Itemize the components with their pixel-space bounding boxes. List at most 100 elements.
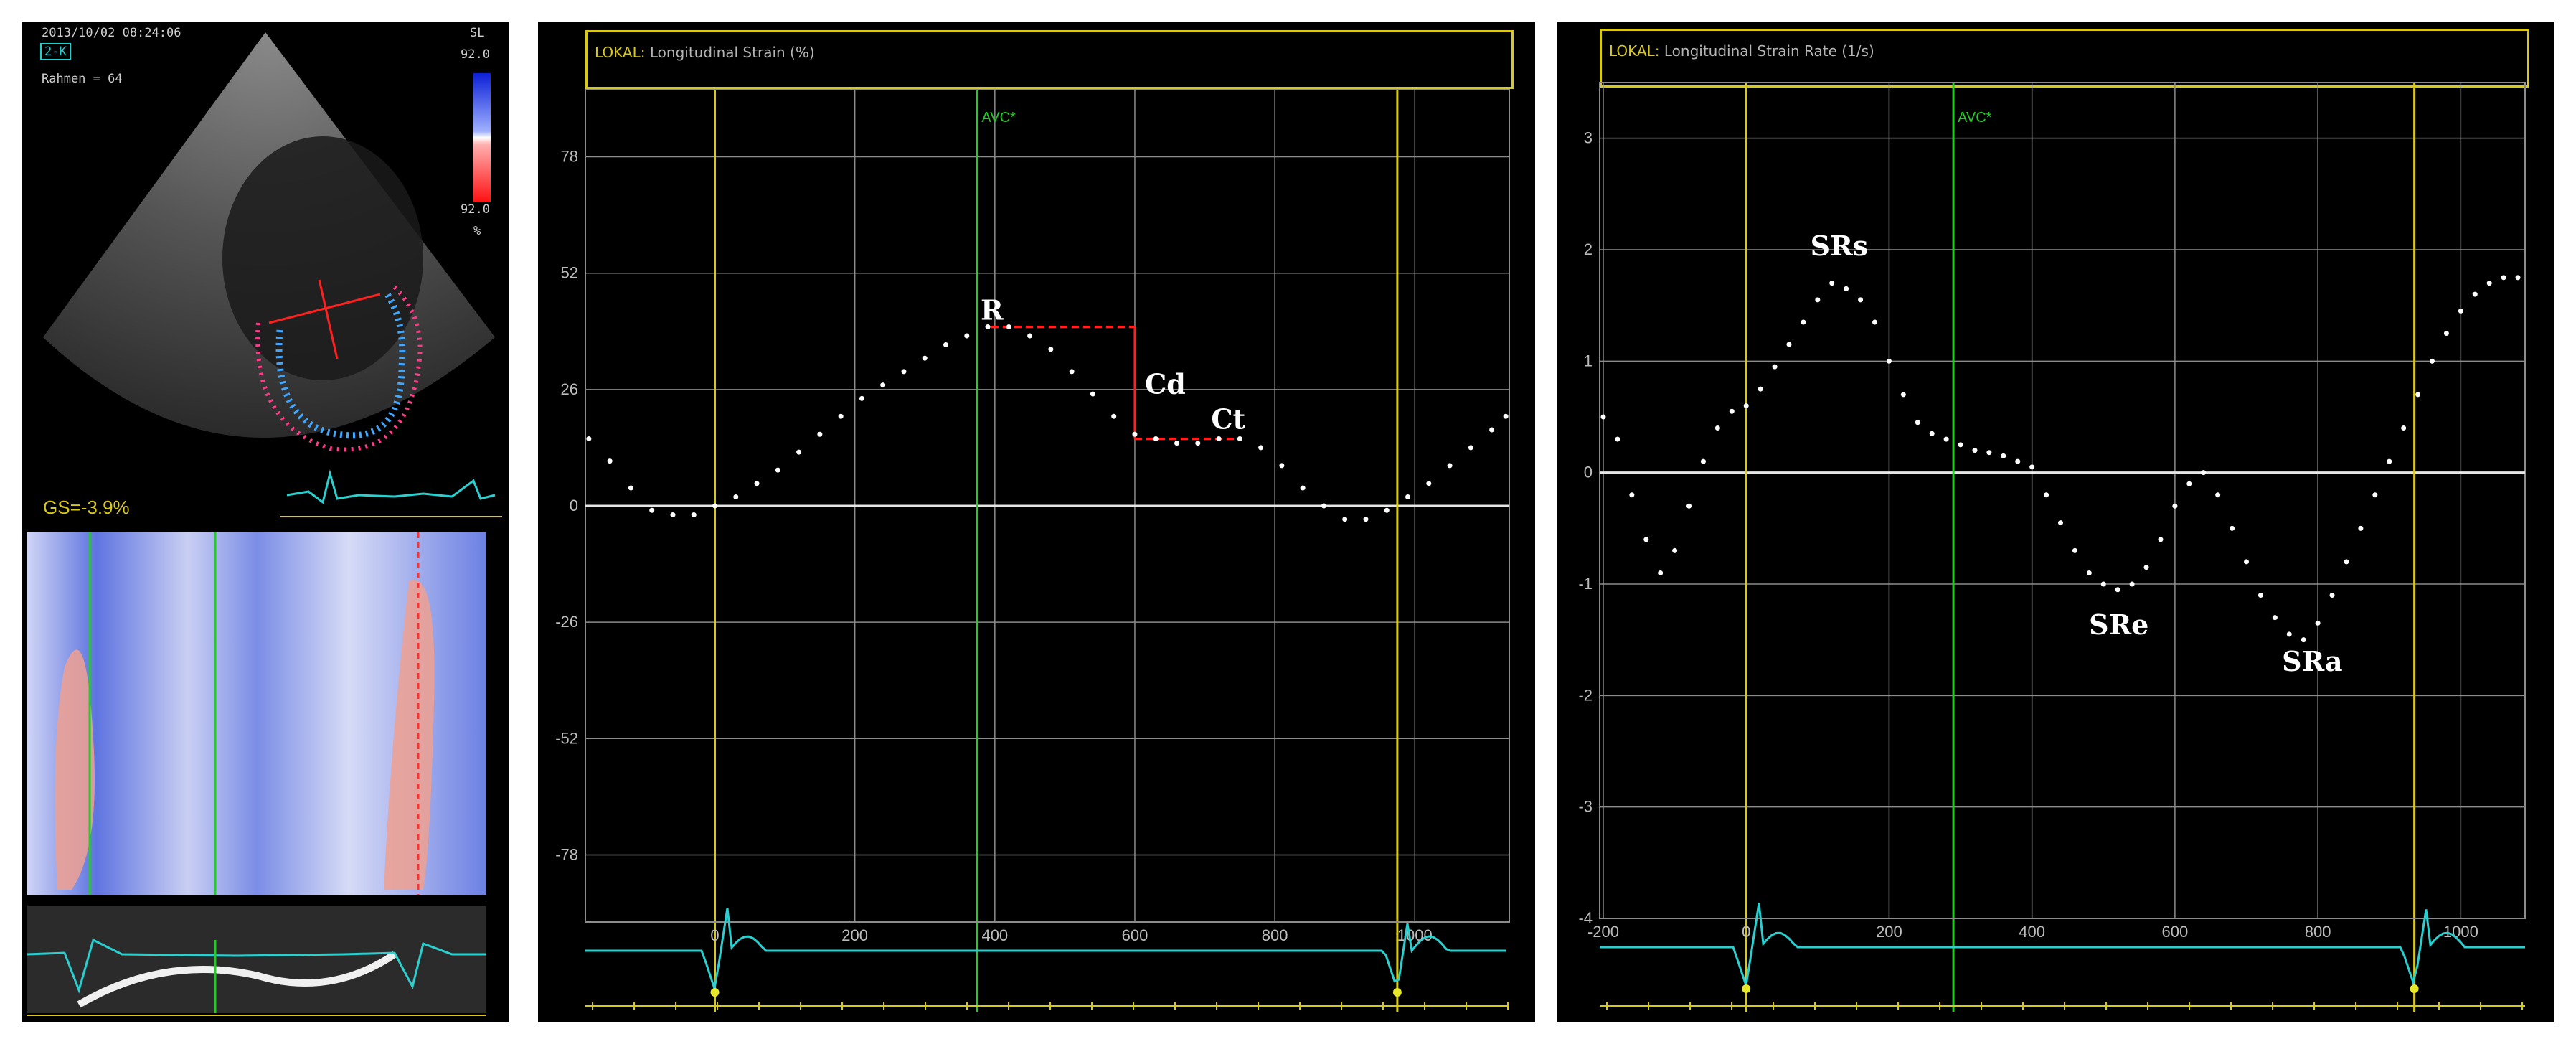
strain-data-point — [1468, 445, 1473, 451]
strain-data-point — [985, 324, 991, 330]
rate-plot-frame — [1599, 82, 2526, 919]
strain-data-point — [1384, 507, 1390, 513]
strain-markers — [714, 90, 1399, 1012]
rate-x-tick-label: 400 — [2019, 923, 2045, 941]
strain-x-tick-label: 0 — [710, 926, 719, 944]
rate-data-point — [1672, 547, 1678, 553]
rate-data-point — [2172, 503, 2178, 509]
strain-y-tick-label: 78 — [561, 148, 578, 166]
rate-data-point — [1629, 492, 1635, 498]
rate-data-point — [2115, 587, 2120, 593]
rate-data-point — [1829, 281, 1835, 286]
rate-data-point — [1915, 420, 1920, 425]
rate-x-tick-label: 800 — [2305, 923, 2331, 941]
strain-header-text: LOKAL: Longitudinal Strain (%) — [595, 44, 815, 61]
rate-y-tick-label: 2 — [1584, 240, 1593, 258]
rate-data-point — [2100, 581, 2106, 587]
scale-label: SL — [470, 26, 485, 40]
rate-data-point — [1714, 425, 1720, 431]
rate-data-point — [1615, 436, 1620, 442]
rate-header: LOKAL: Longitudinal Strain Rate (1/s) — [1600, 29, 2529, 88]
rate-data-point — [1886, 358, 1892, 364]
annotation-sra: SRa — [2282, 645, 2343, 677]
strain-data-point — [691, 512, 697, 517]
mmode-wall-echo — [77, 951, 397, 1008]
strain-series — [586, 324, 1509, 522]
rate-y-tick-label: 1 — [1584, 352, 1593, 370]
rate-x-tick-label: 1000 — [2443, 923, 2478, 941]
rate-data-point — [1700, 458, 1706, 464]
strain-data-point — [775, 467, 780, 473]
axis-line — [318, 279, 339, 359]
rate-data-point — [1686, 503, 1692, 509]
strain-data-point — [1300, 485, 1306, 491]
strain-y-tick-label: 0 — [570, 497, 578, 514]
strain-data-point — [1132, 431, 1138, 437]
rate-data-point — [2143, 565, 2149, 570]
strain-data-point — [1426, 481, 1432, 486]
strain-ecg-trace — [585, 908, 1506, 989]
strain-data-point — [1237, 436, 1242, 441]
color-scale-bar — [473, 73, 491, 202]
strain-data-point — [901, 369, 907, 375]
myocardium-outer-tracing — [255, 285, 423, 452]
rate-ecg-trace — [1600, 903, 2525, 987]
rate-data-point — [2458, 308, 2463, 314]
strain-header-prefix: LOKAL: — [595, 44, 646, 61]
rate-header-title: Longitudinal Strain Rate (1/s) — [1664, 42, 1874, 60]
strain-data-point — [1027, 333, 1033, 339]
strain-y-tick-label: 52 — [561, 264, 578, 282]
rate-data-point — [2072, 547, 2077, 553]
rate-data-point — [2344, 559, 2349, 565]
rate-data-point — [2515, 275, 2521, 281]
strain-x-tick-label: 1000 — [1397, 926, 1433, 944]
strain-data-point — [1321, 503, 1326, 509]
rate-x-tick-label: -200 — [1587, 923, 1619, 941]
rate-ecg-marker-dot — [2410, 984, 2419, 993]
rate-series — [1600, 275, 2521, 643]
rate-header-prefix: LOKAL: — [1609, 42, 1660, 60]
rate-data-point — [2044, 492, 2049, 498]
annotation-ct: Ct — [1211, 403, 1245, 435]
strain-data-point — [1503, 413, 1509, 419]
strain-data-point — [1489, 427, 1495, 433]
rate-data-point — [2401, 425, 2407, 431]
strain-y-tick-label: -52 — [555, 729, 578, 747]
rate-data-point — [2387, 458, 2392, 464]
mmode-red-band-right — [384, 580, 435, 890]
strain-data-point — [1174, 441, 1180, 446]
annotation-r: R — [981, 294, 1004, 326]
annotation-sre: SRe — [2089, 608, 2148, 641]
rate-data-point — [2486, 281, 2492, 286]
strain-rate-chart-panel: LOKAL: Longitudinal Strain Rate (1/s) 3 2… — [1557, 22, 2554, 1022]
rate-data-point — [2158, 537, 2164, 542]
global-strain-value: GS=-3.9% — [43, 497, 130, 518]
rate-avc-label: AVC* — [1958, 110, 1992, 126]
rate-x-tick-label: 0 — [1742, 923, 1750, 941]
strain-grid — [585, 89, 1510, 923]
rate-data-point — [1929, 431, 1935, 436]
rate-data-point — [2415, 392, 2421, 398]
strain-data-point — [1279, 463, 1285, 469]
rate-data-point — [1658, 570, 1664, 575]
strain-data-point — [607, 458, 613, 464]
echo-timestamp: 2013/10/02 08:24:06 — [42, 26, 181, 40]
rate-data-point — [2315, 620, 2321, 626]
rate-data-point — [2358, 525, 2364, 531]
rate-y-ticks: 3 2 1 0 -1 -2 -3 -4 — [1578, 129, 1593, 927]
rate-data-point — [2086, 570, 2092, 575]
strain-data-point — [1111, 413, 1117, 419]
echo-graphics — [27, 32, 502, 1016]
strain-header-title: Longitudinal Strain (%) — [649, 44, 815, 61]
strain-y-ticks: 78 52 26 0 -26 -52 -78 — [555, 148, 578, 864]
strain-y-tick-label: -78 — [555, 845, 578, 863]
strain-annotation-lines — [991, 326, 1240, 440]
rate-data-point — [1986, 450, 1992, 456]
rate-data-point — [1772, 364, 1778, 370]
ventricle-cavity — [222, 136, 423, 380]
strain-ecg-marker-dot — [710, 988, 720, 997]
rate-data-point — [2186, 481, 2192, 486]
rate-data-point — [2286, 631, 2292, 637]
